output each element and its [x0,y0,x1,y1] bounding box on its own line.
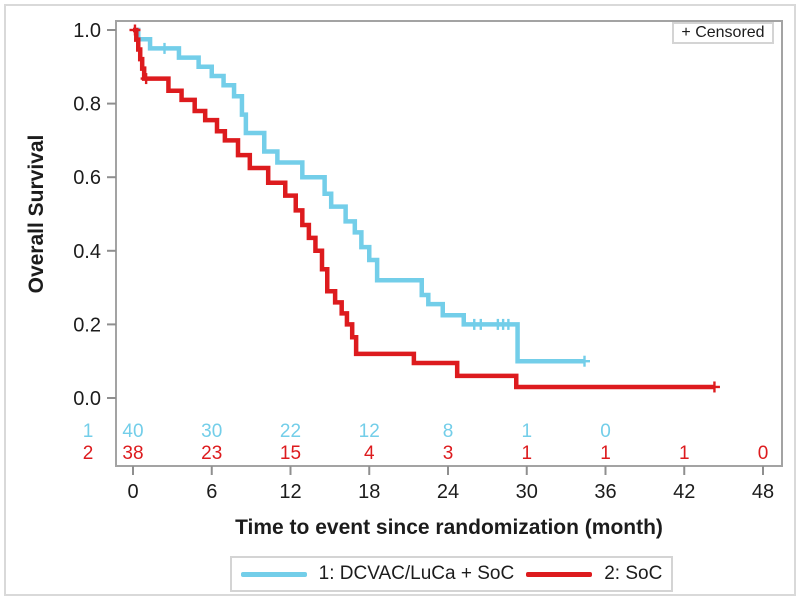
at-risk-count: 30 [201,421,222,442]
svg-text:12: 12 [279,481,301,503]
svg-text:0.2: 0.2 [73,314,101,336]
legend-label-arm1: 1: DCVAC/LuCa + SoC [318,563,515,584]
at-risk-count: 1 [679,443,690,464]
svg-text:0.8: 0.8 [73,94,101,116]
at-risk-row-label-1: 1 [83,421,94,442]
at-risk-count: 8 [443,421,454,442]
y-axis-ticks: 1.0 0.8 0.6 0.4 0.2 0.0 [73,20,116,410]
censored-label: + Censored [681,24,765,41]
svg-text:0.0: 0.0 [73,388,101,410]
svg-text:0: 0 [127,481,138,503]
svg-text:18: 18 [358,481,380,503]
svg-text:24: 24 [437,481,459,503]
at-risk-count: 1 [521,443,532,464]
at-risk-count: 4 [364,443,375,464]
at-risk-count: 3 [443,443,454,464]
at-risk-table: 1 40 30 22 12 8 1 02 38 23 15 4 3 1 1 1 0 [83,421,769,464]
survival-curve-arm2 [133,27,715,390]
svg-text:30: 30 [516,481,538,503]
at-risk-row-label-2: 2 [83,443,94,464]
svg-text:36: 36 [594,481,616,503]
svg-text:0.4: 0.4 [73,241,101,263]
at-risk-count: 40 [122,421,143,442]
series-legend: 1: DCVAC/LuCa + SoC 2: SoC [230,556,673,592]
at-risk-count: 38 [122,443,143,464]
x-axis-ticks: 0 6 12 18 24 30 36 42 48 [127,466,774,503]
at-risk-count: 1 [521,421,532,442]
svg-text:6: 6 [206,481,217,503]
censor-plus-markers-arm1 [159,42,590,367]
svg-text:1.0: 1.0 [73,20,101,42]
legend-line-sample-arm1 [240,571,307,577]
censor-plus-markers-arm2 [129,24,720,393]
censored-legend-box: + Censored [672,22,774,44]
svg-text:0.6: 0.6 [73,167,101,189]
plot-frame [115,20,783,467]
at-risk-count: 0 [600,421,611,442]
svg-text:48: 48 [752,481,774,503]
y-axis-title: Overall Survival [25,134,48,294]
at-risk-count: 22 [280,421,301,442]
legend-label-arm2: 2: SoC [604,563,663,584]
x-axis-title: Time to event since randomization (month… [235,516,663,539]
at-risk-count: 0 [758,443,769,464]
legend-line-sample-arm2 [526,571,593,577]
at-risk-count: 15 [280,443,301,464]
svg-text:42: 42 [673,481,695,503]
at-risk-count: 23 [201,443,222,464]
at-risk-count: 12 [359,421,380,442]
survival-curve-arm1 [133,27,585,364]
at-risk-count: 1 [600,443,611,464]
